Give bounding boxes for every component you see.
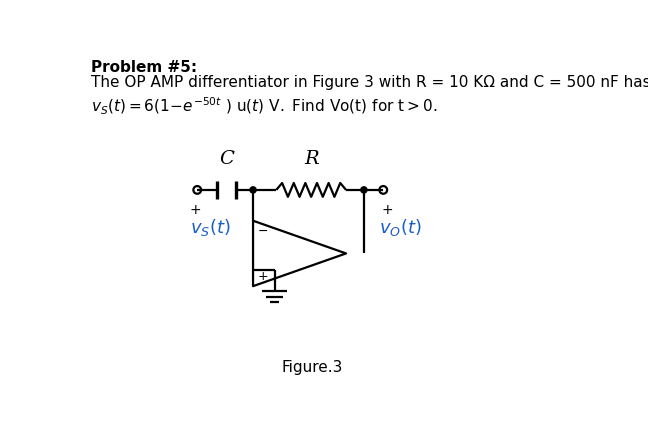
- Text: Figure.3: Figure.3: [282, 360, 343, 375]
- Text: +: +: [190, 203, 202, 217]
- Text: $v_S(t)$: $v_S(t)$: [189, 217, 230, 238]
- Text: Problem #5:: Problem #5:: [91, 60, 197, 75]
- Text: R: R: [304, 150, 318, 168]
- Text: C: C: [219, 150, 234, 168]
- Text: $+$: $+$: [257, 270, 268, 283]
- Text: $v_O(t)$: $v_O(t)$: [379, 217, 422, 238]
- Circle shape: [250, 187, 256, 193]
- Text: $-$: $-$: [257, 224, 268, 237]
- Circle shape: [361, 187, 367, 193]
- Text: $v_S(t) = 6(1\!-\!e^{-50t}\ )\ \mathrm{u}(t)\ \mathrm{V.\ Find\ Vo(t)\ for\ t>0.: $v_S(t) = 6(1\!-\!e^{-50t}\ )\ \mathrm{u…: [91, 95, 437, 117]
- Text: +: +: [381, 203, 393, 217]
- Text: The OP AMP differentiator in Figure 3 with R = 10 KΩ and C = 500 nF has the inpu: The OP AMP differentiator in Figure 3 wi…: [91, 76, 648, 90]
